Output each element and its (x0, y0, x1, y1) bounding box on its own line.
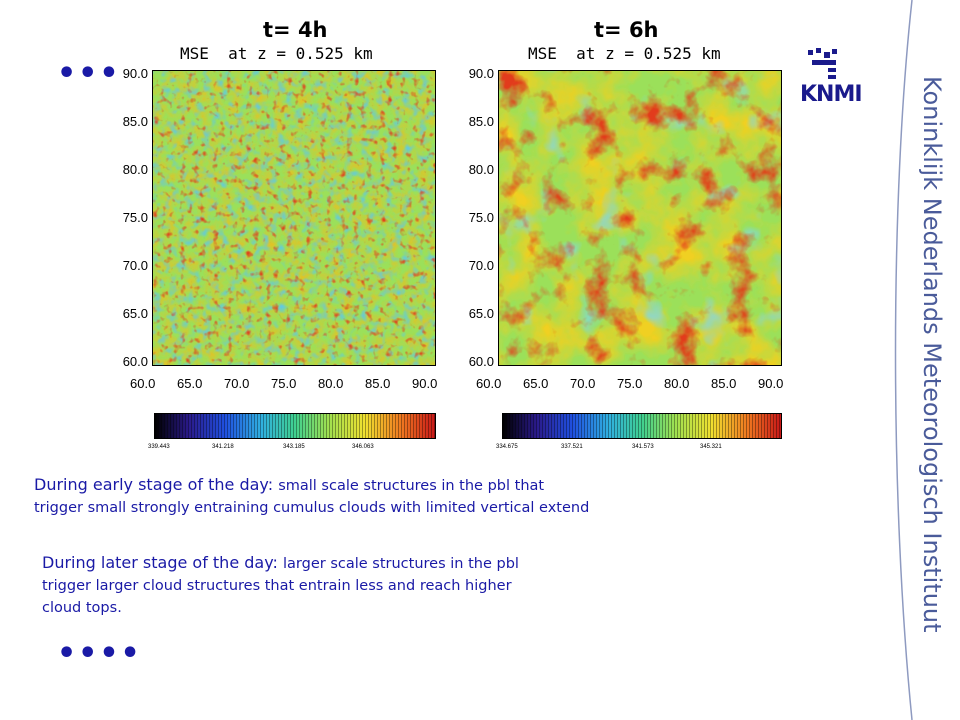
y-tick: 60.0 (468, 354, 494, 369)
right-x-axis: 60.0 65.0 70.0 75.0 80.0 85.0 90.0 (476, 376, 796, 394)
crown-icon (808, 48, 837, 79)
x-tick: 90.0 (412, 376, 438, 391)
x-tick: 80.0 (664, 376, 690, 391)
x-tick: 70.0 (224, 376, 250, 391)
colorbar-label: 339.443 (148, 444, 170, 450)
left-panel-title: t= 4h (263, 18, 328, 42)
right-panel-subtitle: MSE at z = 0.525 km (528, 44, 721, 63)
late-stage-intro: During later stage of the day: (42, 553, 283, 572)
top-ellipsis: ••• (57, 56, 121, 91)
left-colorbar (154, 413, 436, 439)
y-tick: 70.0 (122, 258, 148, 273)
y-tick: 65.0 (122, 306, 148, 321)
right-colorbar (502, 413, 782, 439)
x-tick: 60.0 (130, 376, 156, 391)
x-tick: 60.0 (476, 376, 502, 391)
colorbar-label: 341.573 (632, 444, 654, 450)
x-tick: 75.0 (271, 376, 297, 391)
late-stage-line-1: During later stage of the day: larger sc… (42, 552, 762, 575)
early-stage-intro: During early stage of the day: (34, 475, 279, 494)
early-stage-text: During early stage of the day: small sca… (34, 474, 814, 519)
left-y-axis: 90.0 85.0 80.0 75.0 70.0 65.0 60.0 (100, 66, 148, 369)
left-mse-field (152, 70, 436, 366)
right-y-axis: 90.0 85.0 80.0 75.0 70.0 65.0 60.0 (446, 66, 494, 369)
left-panel-subtitle: MSE at z = 0.525 km (180, 44, 373, 63)
x-tick: 65.0 (523, 376, 549, 391)
right-panel-title: t= 6h (594, 18, 659, 42)
early-stage-body-1: small scale structures in the pbl that (278, 478, 545, 494)
colorbar-label: 345.321 (700, 444, 722, 450)
x-tick: 65.0 (177, 376, 203, 391)
x-tick: 85.0 (711, 376, 737, 391)
y-tick: 60.0 (122, 354, 148, 369)
y-tick: 90.0 (468, 66, 494, 81)
y-tick: 90.0 (122, 66, 148, 81)
y-tick: 65.0 (468, 306, 494, 321)
y-tick: 70.0 (468, 258, 494, 273)
y-tick: 75.0 (468, 210, 494, 225)
y-tick: 80.0 (122, 162, 148, 177)
colorbar-label: 337.521 (561, 444, 583, 450)
late-stage-body-1: larger scale structures in the pbl (283, 556, 519, 572)
late-stage-body-3: cloud tops. (42, 600, 122, 616)
colorbar-label: 346.063 (352, 444, 374, 450)
bottom-ellipsis: •••• (57, 636, 142, 671)
right-mse-field (498, 70, 782, 366)
x-tick: 75.0 (617, 376, 643, 391)
knmi-logo-text: KNMI (800, 82, 863, 107)
colorbar-label: 341.218 (212, 444, 234, 450)
x-tick: 80.0 (318, 376, 344, 391)
x-tick: 85.0 (365, 376, 391, 391)
knmi-vertical-text: Koninklijk Nederlands Meteorologisch Ins… (918, 76, 946, 633)
x-tick: 70.0 (570, 376, 596, 391)
colorbar-label: 343.185 (283, 444, 305, 450)
knmi-logo: KNMI (800, 46, 863, 108)
colorbar-label: 334.675 (496, 444, 518, 450)
early-stage-line-1: During early stage of the day: small sca… (34, 474, 814, 497)
left-x-axis: 60.0 65.0 70.0 75.0 80.0 85.0 90.0 (130, 376, 450, 394)
y-tick: 85.0 (468, 114, 494, 129)
early-stage-body-2: trigger small strongly entraining cumulu… (34, 500, 590, 516)
late-stage-body-2: trigger larger cloud structures that ent… (42, 578, 512, 594)
y-tick: 75.0 (122, 210, 148, 225)
x-tick: 90.0 (758, 376, 784, 391)
right-decorative-curve (894, 0, 913, 720)
late-stage-text: During later stage of the day: larger sc… (42, 552, 762, 619)
y-tick: 85.0 (122, 114, 148, 129)
y-tick: 80.0 (468, 162, 494, 177)
